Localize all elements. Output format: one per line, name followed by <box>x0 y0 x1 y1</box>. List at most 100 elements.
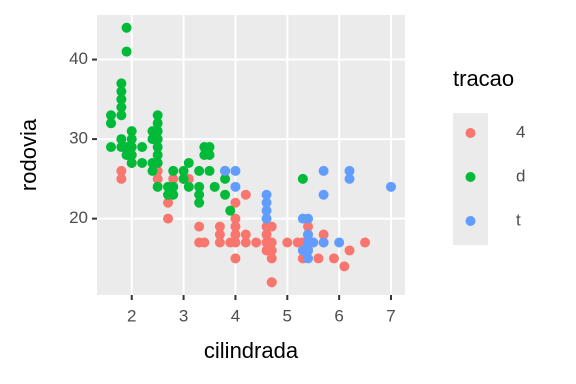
point <box>230 221 241 232</box>
x-tick-label: 4 <box>231 306 240 325</box>
point <box>266 245 277 256</box>
point <box>339 261 350 272</box>
point <box>163 197 174 208</box>
point <box>126 126 137 137</box>
point <box>318 237 329 248</box>
point <box>282 237 293 248</box>
point <box>230 253 241 264</box>
point <box>303 221 314 232</box>
point <box>344 245 355 256</box>
y-tick-label: 20 <box>69 208 88 227</box>
legend-key <box>465 216 476 226</box>
grid <box>97 15 405 295</box>
point <box>230 237 241 248</box>
point <box>266 253 277 264</box>
point <box>168 173 179 184</box>
point <box>251 237 262 248</box>
legend-label: 4 <box>516 122 525 141</box>
point <box>328 253 339 264</box>
point <box>194 197 205 208</box>
legend-title: tracao <box>453 66 514 91</box>
legend-label: d <box>516 166 525 185</box>
point <box>261 205 272 216</box>
points <box>106 22 396 288</box>
panel <box>97 15 405 295</box>
axes: 2 3 4 5 6 7 20 30 40 <box>69 49 396 325</box>
point <box>303 245 314 256</box>
point <box>116 94 127 105</box>
point <box>126 157 137 168</box>
point <box>194 165 205 176</box>
point <box>194 181 205 192</box>
point <box>266 237 277 248</box>
point <box>261 197 272 208</box>
point <box>199 237 210 248</box>
point <box>303 213 314 224</box>
point <box>344 165 355 176</box>
point <box>152 150 163 160</box>
point <box>116 165 127 176</box>
point <box>147 165 158 176</box>
point <box>126 134 137 145</box>
point <box>308 237 319 248</box>
legend-key <box>465 128 476 138</box>
point <box>152 157 163 168</box>
y-axis-title: rodovia <box>16 118 41 191</box>
point <box>121 22 132 33</box>
point <box>116 134 127 145</box>
point <box>152 142 163 153</box>
point <box>214 237 225 248</box>
point <box>116 78 127 89</box>
point <box>360 237 371 248</box>
point <box>178 173 189 184</box>
point <box>220 165 231 176</box>
point <box>137 157 148 168</box>
point <box>116 102 127 113</box>
point <box>334 237 345 248</box>
point <box>204 142 215 153</box>
point <box>220 173 231 184</box>
point <box>152 110 163 121</box>
point <box>318 165 329 176</box>
point <box>152 118 163 129</box>
point <box>183 181 194 192</box>
point <box>152 181 163 192</box>
point <box>266 277 277 288</box>
point <box>214 229 225 240</box>
point <box>230 229 241 240</box>
x-tick-label: 6 <box>334 306 343 325</box>
point <box>344 173 355 184</box>
point <box>261 229 272 240</box>
point <box>126 150 137 160</box>
point <box>163 213 174 224</box>
x-tick-label: 7 <box>386 306 395 325</box>
point <box>183 157 194 168</box>
point <box>230 213 241 224</box>
point <box>116 173 127 184</box>
y-tick-label: 40 <box>69 49 88 68</box>
point <box>318 229 329 240</box>
point <box>168 181 179 192</box>
point <box>240 229 251 240</box>
legend-key <box>465 172 476 182</box>
point <box>106 142 116 153</box>
point <box>386 181 396 192</box>
legend: tracao 4 d t <box>453 66 525 245</box>
point <box>266 221 277 232</box>
point <box>137 142 148 153</box>
point <box>230 197 241 208</box>
point <box>297 173 308 184</box>
x-axis-title: cilindrada <box>204 338 299 363</box>
x-tick-label: 5 <box>283 306 292 325</box>
point <box>214 221 225 232</box>
point <box>116 86 127 97</box>
point <box>121 46 132 57</box>
point <box>194 189 205 200</box>
point <box>204 165 215 176</box>
point <box>194 221 205 232</box>
point <box>225 205 236 216</box>
point <box>240 237 251 248</box>
point <box>126 142 137 153</box>
